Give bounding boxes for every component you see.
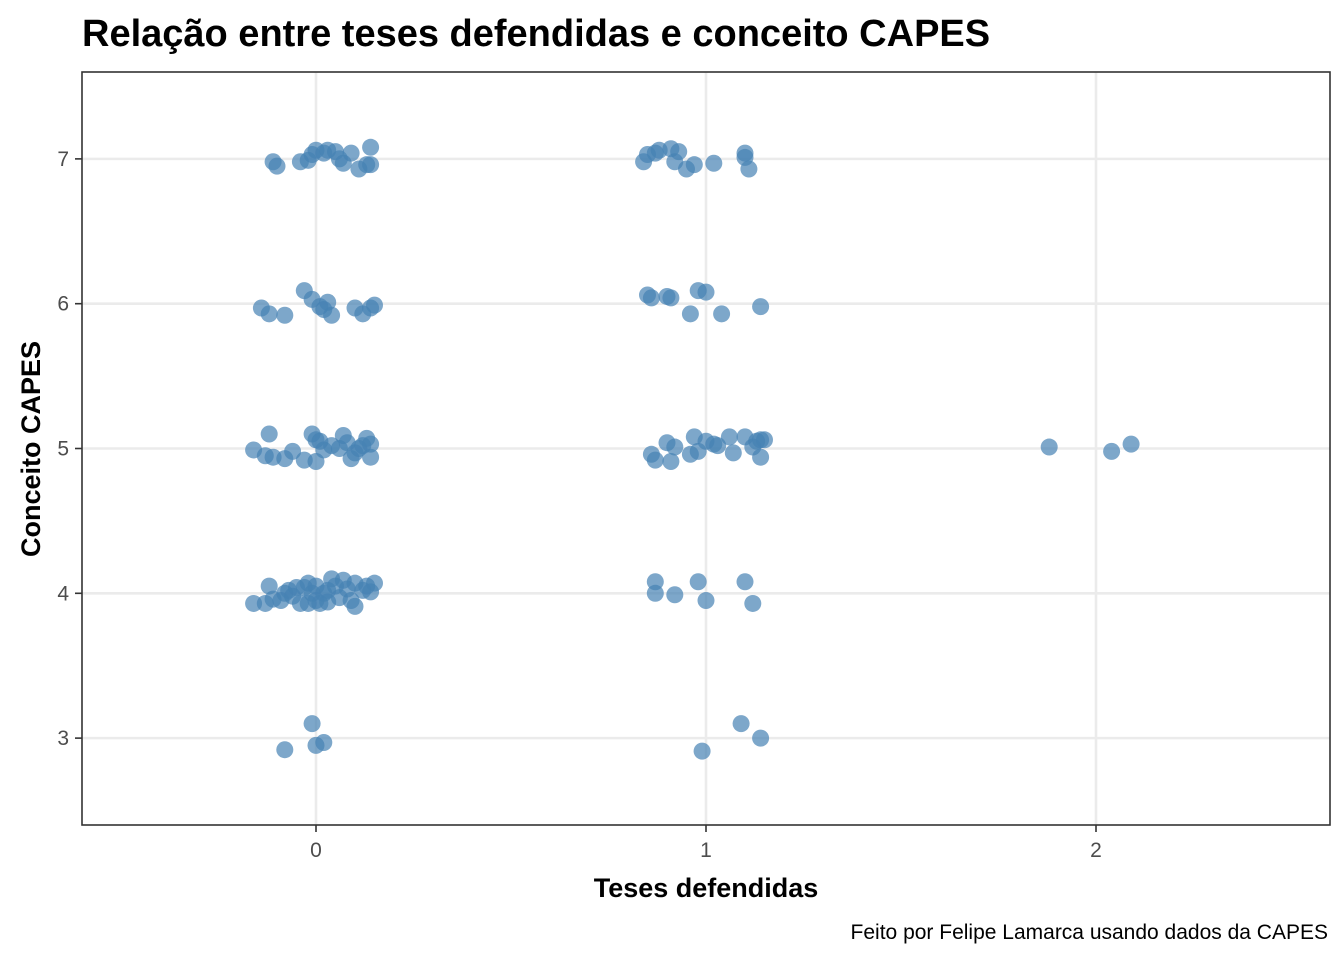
data-point: [284, 442, 302, 460]
data-point: [752, 729, 770, 747]
data-point: [245, 594, 263, 612]
data-point: [740, 160, 758, 178]
data-point: [260, 577, 278, 595]
data-point: [268, 157, 286, 175]
data-point: [646, 584, 664, 602]
chart-title: Relação entre teses defendidas e conceit…: [82, 13, 990, 55]
data-point: [670, 143, 688, 161]
data-point: [362, 448, 380, 466]
data-point: [744, 594, 762, 612]
data-point: [260, 305, 278, 323]
x-tick-label: 0: [310, 839, 322, 862]
x-axis-title: Teses defendidas: [594, 873, 819, 903]
data-point: [681, 305, 699, 323]
data-point: [362, 435, 380, 453]
data-point: [646, 451, 664, 469]
data-point: [346, 597, 364, 615]
data-point: [366, 296, 383, 314]
data-point: [342, 144, 360, 162]
data-point: [685, 156, 703, 174]
data-point: [713, 305, 731, 323]
data-point: [260, 425, 278, 443]
data-point: [693, 742, 711, 760]
data-point: [303, 715, 321, 733]
data-point: [319, 293, 337, 311]
data-point: [1040, 438, 1058, 456]
data-point: [666, 438, 684, 456]
data-point: [366, 574, 383, 592]
x-axis-ticks: 0 1 2: [310, 825, 1102, 862]
y-tick-label: 3: [57, 727, 69, 750]
y-tick-label: 6: [57, 293, 69, 316]
chart-caption: Feito por Felipe Lamarca usando dados da…: [851, 921, 1328, 944]
y-axis-title: Conceito CAPES: [16, 341, 46, 557]
x-tick-label: 1: [700, 839, 712, 862]
data-point: [362, 138, 380, 156]
data-point: [362, 156, 380, 174]
data-point: [724, 444, 742, 462]
data-point: [276, 741, 294, 759]
data-point: [323, 306, 341, 324]
data-point: [697, 592, 715, 610]
data-point: [736, 573, 754, 591]
data-point: [666, 586, 684, 604]
data-point: [642, 289, 660, 307]
data-point: [732, 715, 750, 733]
data-point: [697, 283, 715, 301]
data-points: [245, 138, 1140, 760]
data-point: [662, 289, 680, 307]
y-tick-label: 5: [57, 438, 69, 461]
data-point: [689, 573, 707, 591]
data-point: [709, 437, 727, 455]
data-point: [752, 298, 770, 316]
x-tick-label: 2: [1090, 839, 1102, 862]
y-tick-label: 7: [57, 148, 69, 171]
data-point: [1122, 435, 1140, 453]
y-tick-label: 4: [57, 582, 69, 605]
data-point: [705, 154, 723, 172]
data-point: [756, 431, 773, 449]
data-point: [752, 448, 770, 466]
data-point: [720, 428, 738, 446]
data-point: [1103, 442, 1121, 460]
data-point: [315, 733, 333, 751]
y-axis-ticks: 3 4 5 6 7: [57, 148, 82, 750]
data-point: [276, 306, 294, 324]
data-point: [662, 453, 680, 471]
